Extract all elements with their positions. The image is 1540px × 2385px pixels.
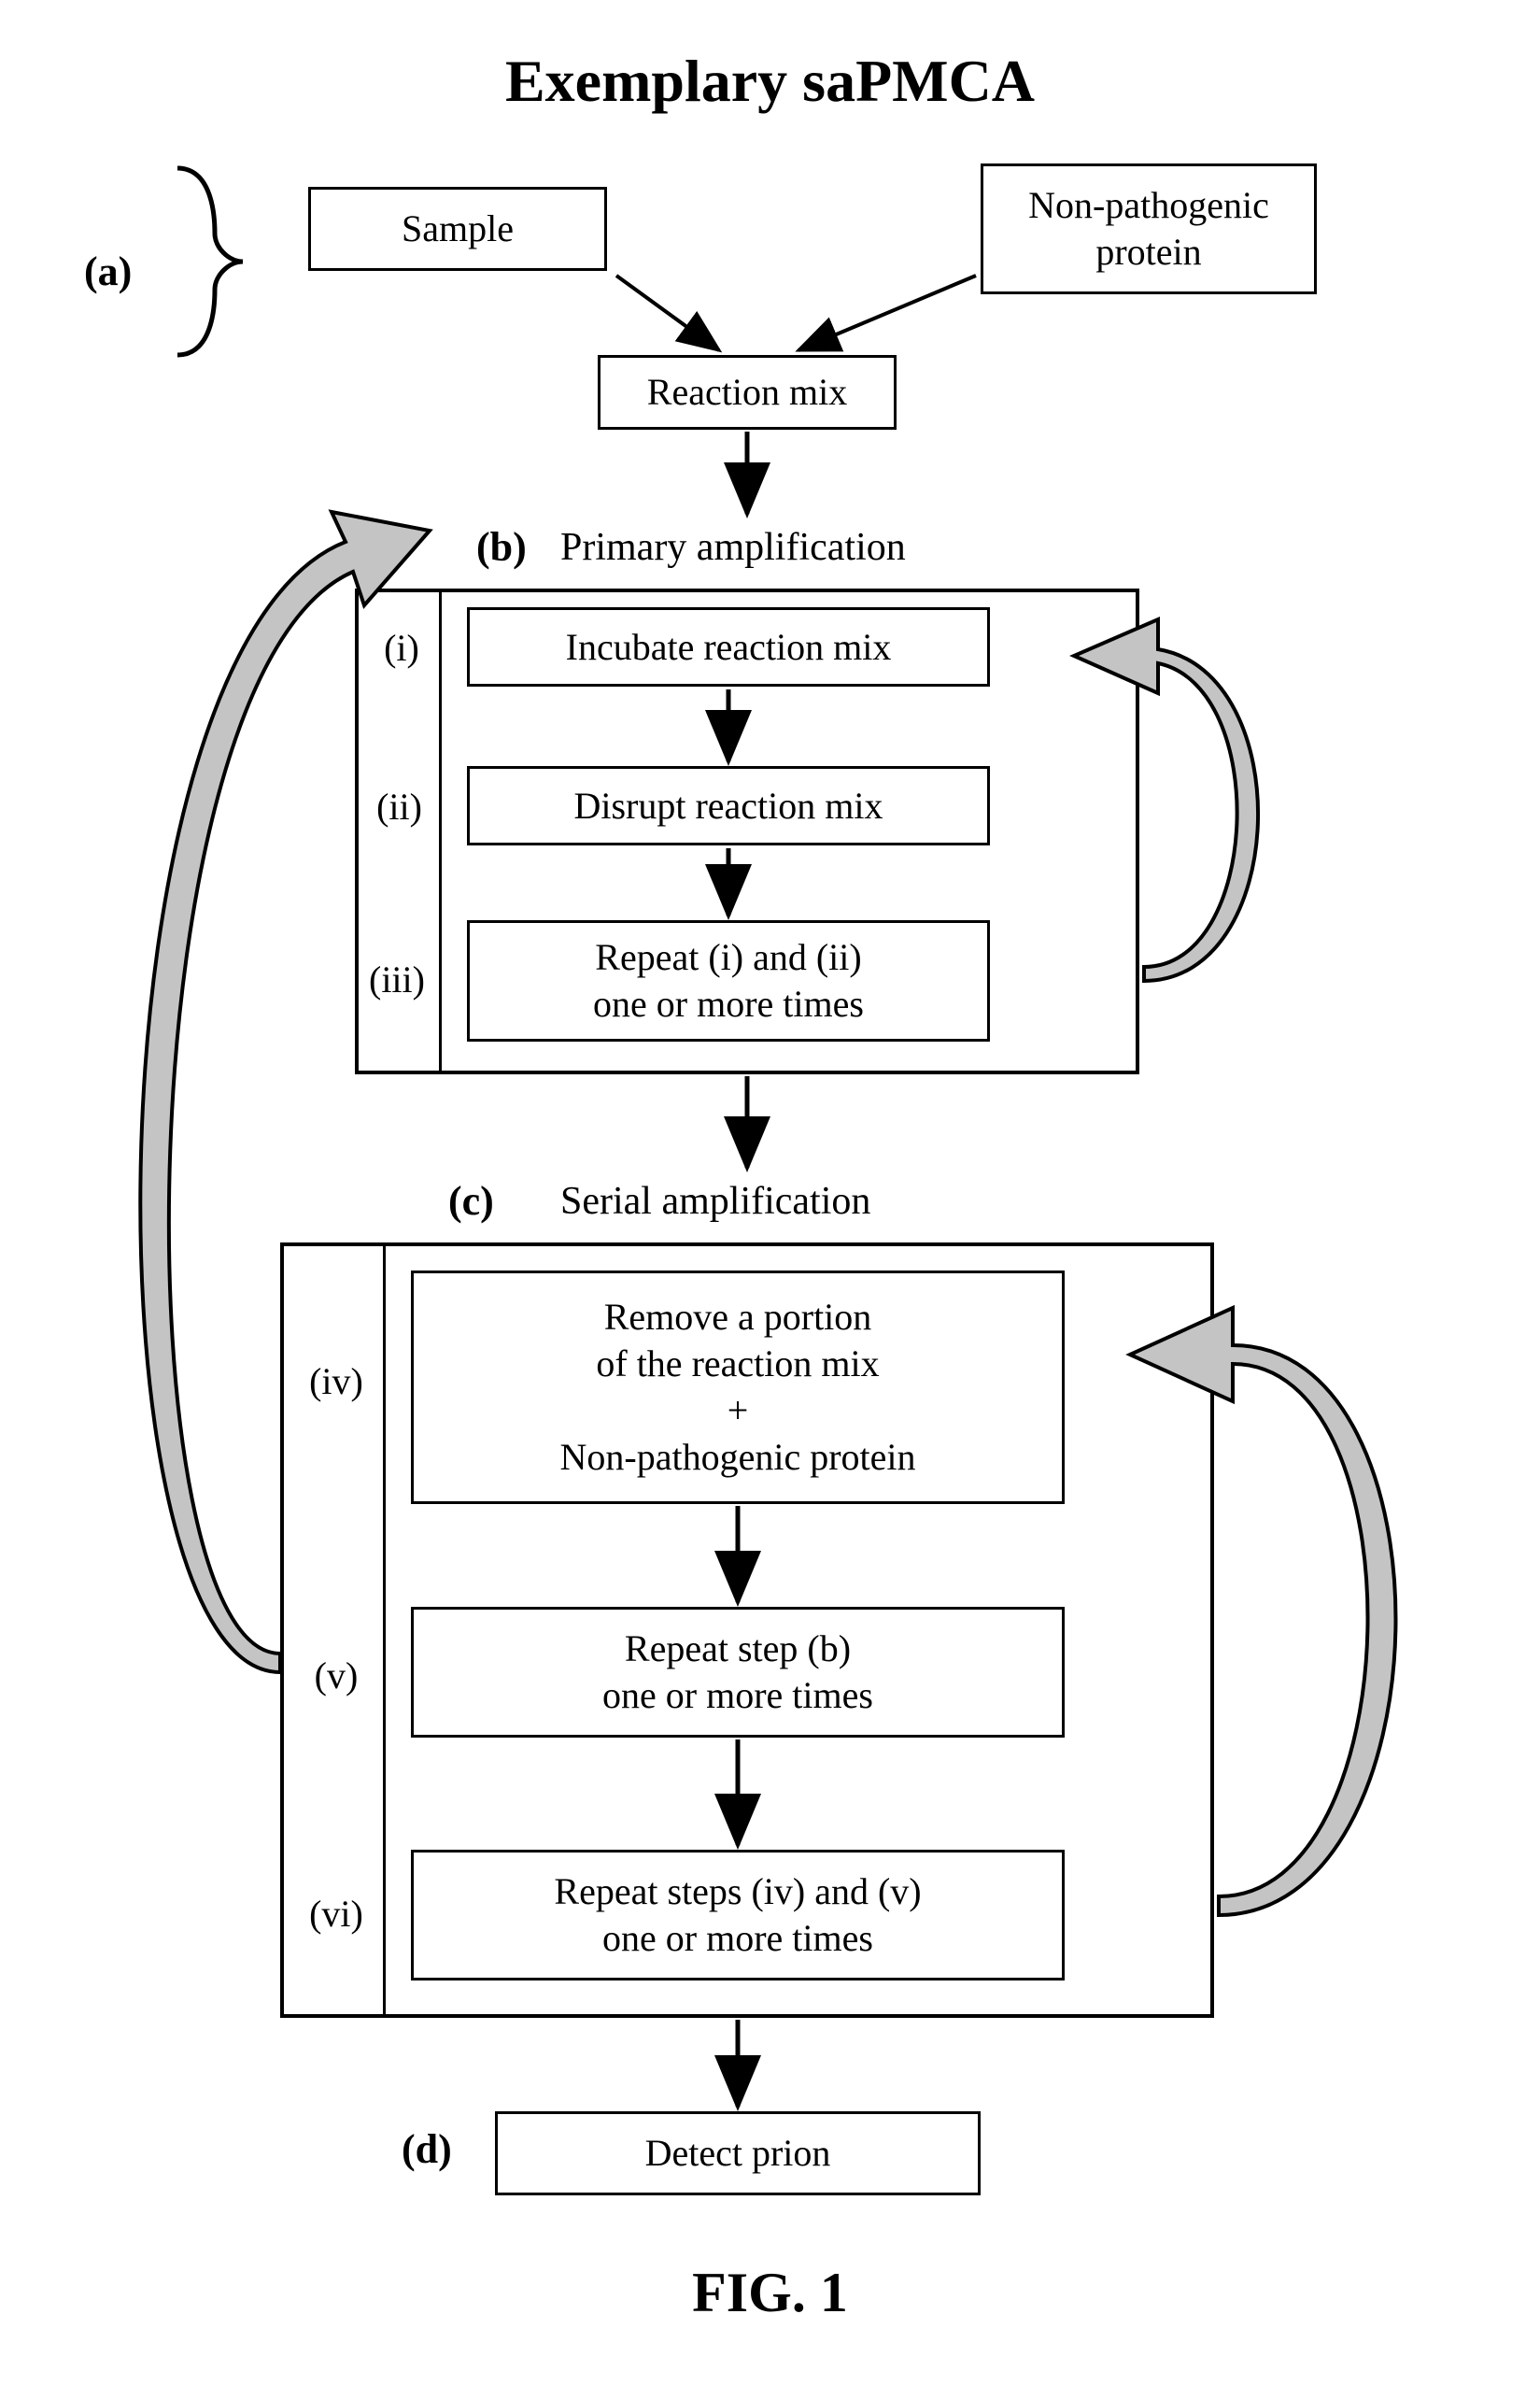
box-c-vi: Repeat steps (iv) and (v) one or more ti… xyxy=(411,1850,1065,1980)
box-reaction-text: Reaction mix xyxy=(647,369,847,416)
step-d-label: (d) xyxy=(402,2125,452,2173)
roman-iii: (iii) xyxy=(360,958,434,1001)
box-c-vi-text: Repeat steps (iv) and (v) one or more ti… xyxy=(554,1868,921,1962)
arrow-sample-reaction xyxy=(616,276,719,350)
figure-label: FIG. 1 xyxy=(0,2261,1540,2325)
c-divider xyxy=(383,1242,386,2018)
roman-i: (i) xyxy=(369,626,434,670)
box-detect-text: Detect prion xyxy=(645,2130,831,2177)
box-sample: Sample xyxy=(308,187,607,271)
box-reaction: Reaction mix xyxy=(598,355,897,430)
box-b-i-text: Incubate reaction mix xyxy=(566,624,892,671)
box-c-iv: Remove a portion of the reaction mix + N… xyxy=(411,1271,1065,1504)
step-c-title: Serial amplification xyxy=(560,1179,870,1224)
box-b-ii-text: Disrupt reaction mix xyxy=(573,783,883,830)
step-a-label: (a) xyxy=(84,248,132,295)
step-c-label: (c) xyxy=(448,1177,494,1225)
roman-v: (v) xyxy=(299,1654,374,1697)
box-c-v-text: Repeat step (b) one or more times xyxy=(602,1625,873,1719)
step-b-title: Primary amplification xyxy=(560,525,906,570)
arrow-nonpath-reaction xyxy=(798,276,976,350)
roman-ii: (ii) xyxy=(364,785,434,829)
box-nonpath-text: Non-pathogenic protein xyxy=(1028,182,1269,276)
box-c-v: Repeat step (b) one or more times xyxy=(411,1607,1065,1738)
box-detect: Detect prion xyxy=(495,2111,981,2195)
step-b-label: (b) xyxy=(476,523,527,571)
roman-vi: (vi) xyxy=(294,1892,378,1936)
box-nonpath: Non-pathogenic protein xyxy=(981,163,1317,294)
box-b-ii: Disrupt reaction mix xyxy=(467,766,990,845)
box-sample-text: Sample xyxy=(402,206,514,252)
box-b-iii: Repeat (i) and (ii) one or more times xyxy=(467,920,990,1042)
roman-iv: (iv) xyxy=(294,1359,378,1403)
box-b-i: Incubate reaction mix xyxy=(467,607,990,687)
diagram-title: Exemplary saPMCA xyxy=(0,47,1540,116)
brace-a xyxy=(177,168,243,355)
b-divider xyxy=(439,589,442,1074)
box-b-iii-text: Repeat (i) and (ii) one or more times xyxy=(593,934,864,1028)
box-c-iv-text: Remove a portion of the reaction mix + N… xyxy=(560,1294,916,1481)
